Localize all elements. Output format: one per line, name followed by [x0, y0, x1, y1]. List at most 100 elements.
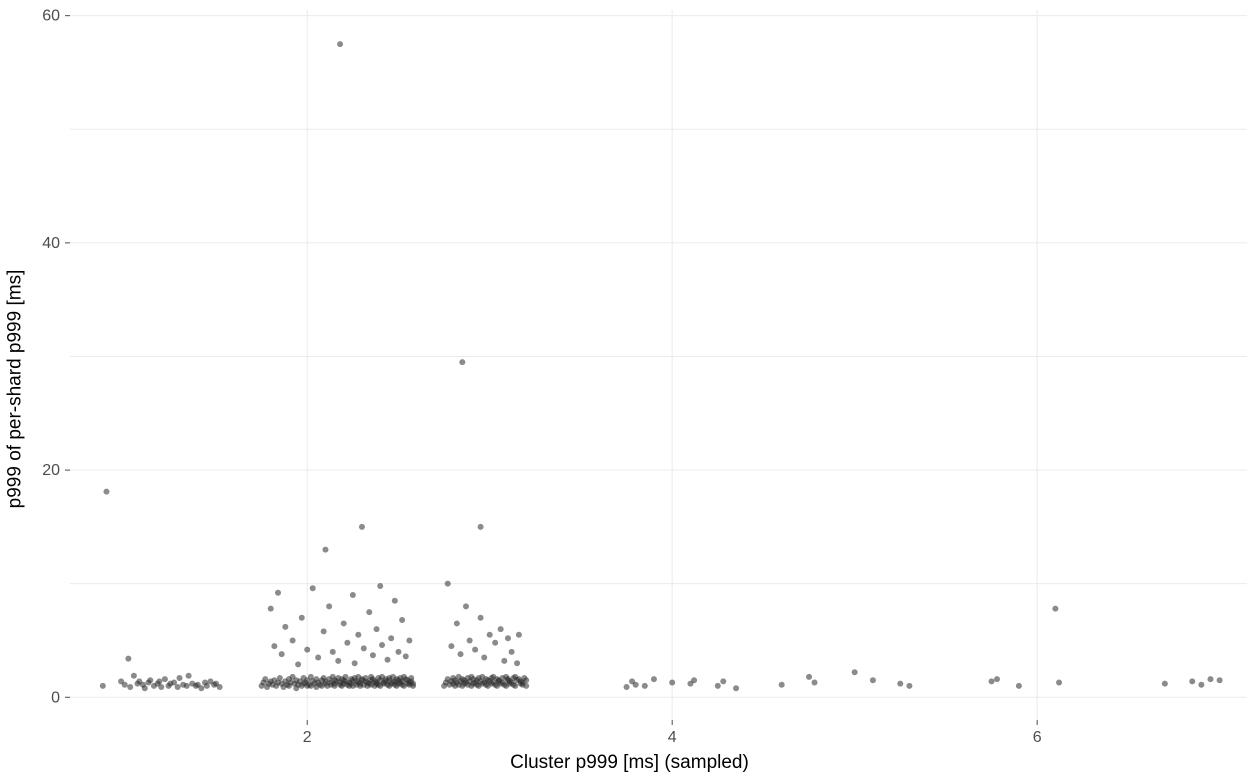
data-point	[355, 632, 361, 638]
data-point	[691, 677, 697, 683]
data-point	[337, 41, 343, 47]
data-point	[385, 657, 391, 663]
data-point	[361, 645, 367, 651]
data-point	[217, 684, 223, 690]
data-point	[733, 685, 739, 691]
data-point	[897, 681, 903, 687]
data-point	[350, 592, 356, 598]
data-point	[501, 658, 507, 664]
data-point	[147, 677, 153, 683]
data-point	[1016, 683, 1022, 689]
data-point	[122, 682, 128, 688]
data-point	[806, 674, 812, 680]
data-point	[989, 678, 995, 684]
data-point	[330, 649, 336, 655]
data-point	[852, 669, 858, 675]
y-tick-label: 60	[42, 8, 60, 25]
x-tick-label: 2	[303, 729, 312, 746]
x-tick-label: 6	[1033, 729, 1042, 746]
data-point	[472, 647, 478, 653]
data-point	[509, 649, 515, 655]
data-point	[487, 632, 493, 638]
data-point	[299, 615, 305, 621]
data-point	[379, 642, 385, 648]
data-point	[175, 684, 181, 690]
data-point	[315, 655, 321, 661]
data-point	[906, 683, 912, 689]
data-point	[344, 640, 350, 646]
data-point	[514, 660, 520, 666]
data-point	[633, 682, 639, 688]
data-point	[341, 620, 347, 626]
y-tick-label: 40	[42, 235, 60, 252]
data-point	[374, 626, 380, 632]
data-point	[162, 676, 168, 682]
data-point	[277, 675, 283, 681]
data-point	[279, 651, 285, 657]
data-point	[142, 685, 148, 691]
data-point	[125, 656, 131, 662]
data-point	[322, 547, 328, 553]
data-point	[366, 609, 372, 615]
data-point	[505, 635, 511, 641]
data-point	[523, 683, 529, 689]
data-point	[352, 660, 358, 666]
data-point	[812, 680, 818, 686]
data-point	[516, 632, 522, 638]
data-point	[268, 606, 274, 612]
data-point	[410, 681, 416, 687]
data-point	[127, 684, 133, 690]
data-point	[321, 628, 327, 634]
data-point	[870, 677, 876, 683]
data-point	[184, 683, 190, 689]
data-point	[304, 647, 310, 653]
data-point	[395, 649, 401, 655]
data-point	[198, 685, 204, 691]
data-point	[156, 678, 162, 684]
data-point	[445, 581, 451, 587]
x-axis-label: Cluster p999 [ms] (sampled)	[0, 752, 1259, 774]
data-point	[454, 620, 460, 626]
data-point	[994, 676, 1000, 682]
data-point	[498, 626, 504, 632]
data-point	[186, 673, 192, 679]
data-point	[377, 583, 383, 589]
data-point	[1208, 676, 1214, 682]
data-point	[1189, 678, 1195, 684]
data-point	[282, 624, 288, 630]
data-point	[370, 652, 376, 658]
data-point	[720, 678, 726, 684]
y-tick-label: 20	[42, 462, 60, 479]
data-point	[326, 603, 332, 609]
data-point	[275, 590, 281, 596]
data-point	[463, 603, 469, 609]
data-point	[458, 651, 464, 657]
data-point	[478, 615, 484, 621]
data-point	[100, 683, 106, 689]
data-point	[388, 635, 394, 641]
data-point	[131, 673, 137, 679]
data-point	[1052, 606, 1058, 612]
data-point	[492, 640, 498, 646]
y-tick-label: 0	[51, 689, 60, 706]
data-point	[271, 643, 277, 649]
chart-svg: 2460204060	[0, 0, 1259, 778]
data-point	[779, 682, 785, 688]
data-point	[523, 677, 529, 683]
data-point	[1217, 677, 1223, 683]
data-point	[103, 489, 109, 495]
data-point	[481, 655, 487, 661]
x-tick-label: 4	[668, 729, 677, 746]
data-point	[158, 684, 164, 690]
data-point	[295, 661, 301, 667]
y-axis-label-container: p999 of per-shard p999 [ms]	[0, 0, 30, 778]
y-axis-label: p999 of per-shard p999 [ms]	[4, 270, 26, 509]
data-point	[448, 643, 454, 649]
data-point	[343, 674, 349, 680]
data-point	[512, 683, 518, 689]
data-point	[176, 675, 182, 681]
data-point	[399, 617, 405, 623]
data-point	[467, 637, 473, 643]
data-point	[715, 683, 721, 689]
data-point	[403, 653, 409, 659]
